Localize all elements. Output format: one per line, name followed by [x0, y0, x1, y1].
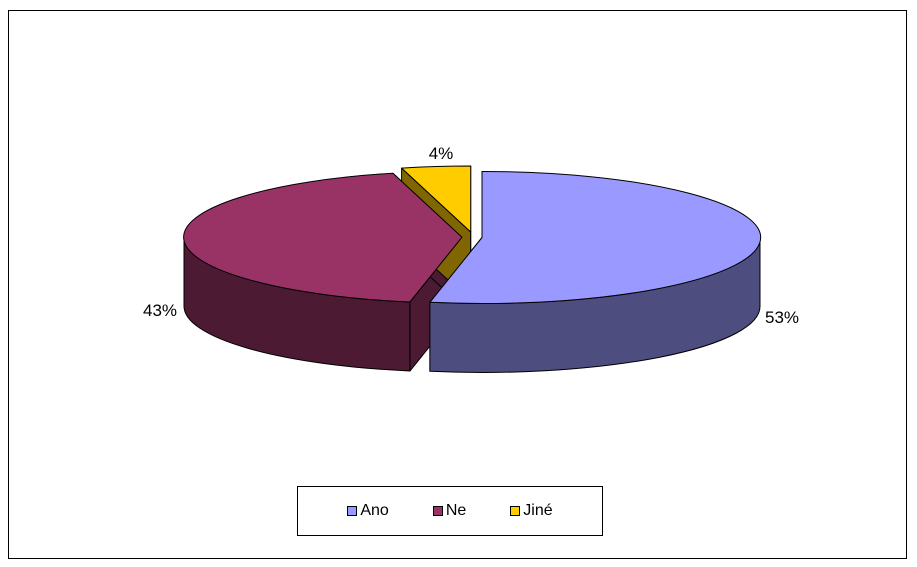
legend-label-ne: Ne — [445, 502, 467, 519]
pie-slice-jine — [401, 165, 472, 233]
legend-swatch-ne — [432, 506, 443, 516]
data-label-ne: 43% — [143, 301, 177, 320]
legend-swatch-ano — [347, 506, 358, 516]
legend-label-ano: Ano — [360, 502, 389, 519]
pie-slices — [183, 165, 762, 373]
data-label-jine: 4% — [429, 144, 454, 163]
pie-slice-ano — [429, 170, 762, 304]
legend-item-jine: Jiné — [510, 502, 553, 520]
legend-swatch-jine — [510, 506, 521, 516]
legend-label-jine: Jiné — [523, 502, 553, 519]
legend-item-ano: Ano — [347, 502, 389, 520]
data-label-ano: 53% — [765, 308, 799, 327]
pie-slice-ne — [183, 172, 463, 303]
chart-legend: Ano Ne Jiné — [297, 486, 603, 536]
legend-item-ne: Ne — [432, 502, 467, 520]
